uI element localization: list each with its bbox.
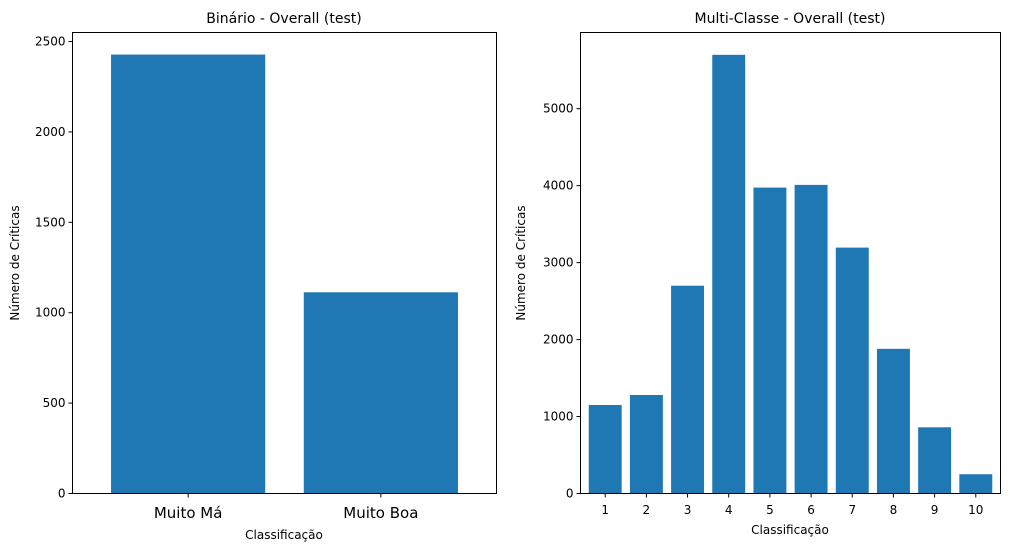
binary-y-tick-label: 1500 <box>35 215 66 229</box>
binary-y-tick-label: 500 <box>43 396 66 410</box>
multiclass-bar-1 <box>588 404 622 494</box>
binary-y-tick-label: 2500 <box>35 35 66 49</box>
multiclass-bars <box>588 54 993 494</box>
multiclass-x-axis-ticks: 1 2 3 4 5 6 7 8 9 10 <box>601 493 983 517</box>
multiclass-x-tick-label: 3 <box>684 503 692 517</box>
binary-y-tick-label: 0 <box>58 487 66 501</box>
multiclass-y-tick-label: 2000 <box>543 333 574 347</box>
multiclass-y-tick-label: 0 <box>566 487 574 501</box>
multiclass-bar-10 <box>959 474 993 494</box>
multiclass-bar-6 <box>794 184 828 494</box>
multiclass-x-tick-label: 9 <box>931 503 939 517</box>
binary-x-tick-label: Muito Má <box>154 504 223 522</box>
binary-chart-title: Binário - Overall (test) <box>206 11 361 27</box>
multiclass-y-tick-label: 1000 <box>543 410 574 424</box>
multiclass-x-tick-label: 2 <box>643 503 651 517</box>
binary-bar-muito-má <box>111 54 266 494</box>
multiclass-y-axis-ticks: 0 1000 2000 3000 4000 5000 <box>543 102 581 501</box>
multiclass-plot-frame <box>580 32 1001 494</box>
binary-bar-muito-boa <box>303 292 458 494</box>
binary-x-tick-label: Muito Boa <box>343 504 418 522</box>
multiclass-x-axis-label: Classificação <box>751 523 829 537</box>
multiclass-x-tick-label: 10 <box>968 503 983 517</box>
binary-plot-frame <box>72 32 497 494</box>
multiclass-bar-2 <box>629 394 663 494</box>
multiclass-x-tick-label: 1 <box>601 503 609 517</box>
multiclass-bar-4 <box>712 54 746 494</box>
multiclass-chart-title: Multi-Classe - Overall (test) <box>695 11 886 27</box>
multiclass-x-tick-label: 5 <box>766 503 774 517</box>
binary-y-axis-label: Número de Críticas <box>8 205 22 320</box>
multiclass-bar-9 <box>918 427 952 494</box>
binary-chart: Binário - Overall (test) 0 500 1000 1500 200… <box>8 11 497 542</box>
multiclass-bar-7 <box>835 247 869 494</box>
binary-x-axis-ticks: Muito Má Muito Boa <box>154 493 418 522</box>
multiclass-bar-3 <box>671 285 705 494</box>
multiclass-bar-8 <box>876 348 910 494</box>
binary-y-axis-ticks: 0 500 1000 1500 2000 2500 <box>35 35 73 501</box>
binary-y-tick-label: 1000 <box>35 306 66 320</box>
binary-y-tick-label: 2000 <box>35 125 66 139</box>
multiclass-bar-5 <box>753 187 787 494</box>
multiclass-y-axis-label: Número de Críticas <box>514 205 528 320</box>
multiclass-x-tick-label: 6 <box>807 503 815 517</box>
binary-x-axis-label: Classificação <box>245 528 323 542</box>
multiclass-y-tick-label: 3000 <box>543 256 574 270</box>
multiclass-x-tick-label: 7 <box>848 503 856 517</box>
multiclass-x-tick-label: 4 <box>725 503 733 517</box>
multiclass-y-tick-label: 4000 <box>543 179 574 193</box>
multiclass-chart: Multi-Classe - Overall (test) 0 1000 2000 3… <box>514 11 1001 537</box>
binary-bars <box>111 54 458 494</box>
multiclass-y-tick-label: 5000 <box>543 102 574 116</box>
multiclass-x-tick-label: 8 <box>890 503 898 517</box>
